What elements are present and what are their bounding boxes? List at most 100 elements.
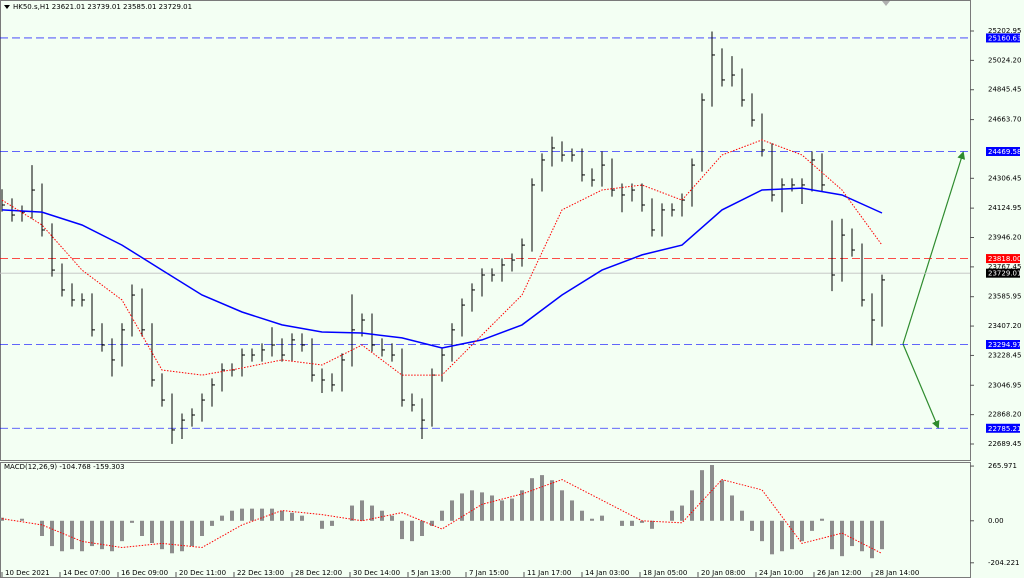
moving-average xyxy=(1,139,883,376)
macd-bar xyxy=(430,520,434,526)
macd-bar xyxy=(780,520,784,552)
macd-bar xyxy=(810,520,814,531)
x-tick-label: 20 Jan 08:00 xyxy=(701,569,745,577)
macd-bar xyxy=(20,518,24,521)
macd-bar xyxy=(480,492,484,521)
x-tick-label: 28 Jan 14:00 xyxy=(875,569,919,577)
macd-bar xyxy=(710,465,714,521)
y-tick-label: 22868.20 xyxy=(988,411,1021,419)
macd-bar xyxy=(560,490,564,521)
macd-bar xyxy=(140,520,144,537)
macd-bar xyxy=(390,515,394,521)
x-tick-label: 20 Dec 11:00 xyxy=(179,569,226,577)
y-tick-label: -204.221 xyxy=(988,559,1019,567)
y-tick-label: 23767.45 xyxy=(988,263,1021,271)
macd-bar xyxy=(800,520,804,542)
y-tick-label: 25024.20 xyxy=(988,56,1021,64)
y-tick-label: 22689.45 xyxy=(988,440,1021,448)
macd-bar xyxy=(180,520,184,552)
macd-bar xyxy=(280,510,284,521)
macd-bar xyxy=(380,510,384,521)
macd-bar xyxy=(320,520,324,529)
x-tick-label: 7 Jan 15:00 xyxy=(469,569,509,577)
shift-marker xyxy=(882,1,890,6)
macd-bar xyxy=(590,518,594,521)
macd-bar xyxy=(40,520,44,537)
macd-bar xyxy=(520,490,524,521)
x-tick-label: 26 Jan 12:00 xyxy=(817,569,861,577)
y-tick-label: 24845.45 xyxy=(988,86,1021,94)
macd-bar xyxy=(880,520,884,550)
y-tick-label: 23585.95 xyxy=(988,293,1021,301)
macd-bar xyxy=(580,510,584,521)
macd-bar xyxy=(260,508,264,521)
macd-bar xyxy=(460,493,464,521)
macd-bar xyxy=(500,500,504,521)
x-tick-label: 22 Dec 13:00 xyxy=(237,569,284,577)
macd-bar xyxy=(110,520,114,552)
macd-bar xyxy=(250,508,254,521)
macd-bar xyxy=(360,500,364,521)
macd-bar xyxy=(650,520,654,529)
level-label: 23294.97 xyxy=(988,341,1021,349)
moving-average xyxy=(1,187,883,349)
x-tick-label: 30 Dec 14:00 xyxy=(353,569,400,577)
macd-bar xyxy=(440,510,444,521)
macd-bar xyxy=(740,510,744,521)
level-label: 23818.00 xyxy=(988,255,1021,263)
macd-bar xyxy=(760,520,764,542)
down-arrow xyxy=(902,343,940,429)
macd-bar xyxy=(300,515,304,521)
y-tick-label: 23407.20 xyxy=(988,322,1021,330)
macd-bar xyxy=(470,490,474,521)
y-tick-label: 24306.45 xyxy=(988,174,1021,182)
macd-bar xyxy=(150,520,154,544)
macd-bar xyxy=(670,510,674,521)
macd-bar xyxy=(550,480,554,521)
x-tick-label: 18 Jan 05:00 xyxy=(643,569,687,577)
macd-bar xyxy=(850,520,854,547)
level-label: 25160.63 xyxy=(988,34,1021,42)
level-label-box xyxy=(986,146,1020,156)
macd-bar xyxy=(160,520,164,550)
collapse-icon[interactable] xyxy=(4,5,10,9)
macd-bar xyxy=(490,495,494,521)
macd-bar xyxy=(240,508,244,521)
macd-bar xyxy=(820,518,824,521)
macd-bar xyxy=(540,475,544,521)
macd-bar xyxy=(100,520,104,550)
y-tick-label: 265.971 xyxy=(988,462,1017,470)
level-label-box xyxy=(986,423,1020,433)
macd-bar xyxy=(700,470,704,521)
macd-bar xyxy=(510,498,514,521)
y-tick-label: 23228.45 xyxy=(988,351,1021,359)
macd-bar xyxy=(270,508,274,521)
level-label: 22785.21 xyxy=(988,425,1021,433)
level-label-box xyxy=(986,340,1020,350)
macd-bar xyxy=(350,505,354,521)
signal-line xyxy=(1,479,883,554)
macd-bar xyxy=(90,520,94,547)
macd-bar xyxy=(730,495,734,521)
macd-bar xyxy=(680,505,684,521)
chart-title: HK50.s,H1 23621.01 23739.01 23585.01 237… xyxy=(13,3,192,11)
macd-bar xyxy=(530,478,534,521)
macd-bar xyxy=(190,520,194,547)
y-tick-label: 23946.20 xyxy=(988,233,1021,241)
macd-bar xyxy=(210,520,214,526)
level-label: 24469.58 xyxy=(988,148,1021,156)
macd-bar xyxy=(620,520,624,526)
macd-bar xyxy=(70,520,74,550)
macd-bar xyxy=(420,520,424,537)
x-tick-label: 24 Jan 10:00 xyxy=(759,569,803,577)
macd-bar xyxy=(830,520,834,550)
macd-bar xyxy=(220,515,224,521)
y-tick-label: 24124.95 xyxy=(988,204,1021,212)
macd-bar xyxy=(230,510,234,521)
macd-bar xyxy=(200,520,204,537)
macd-bar xyxy=(400,520,404,540)
macd-bar xyxy=(370,505,374,521)
